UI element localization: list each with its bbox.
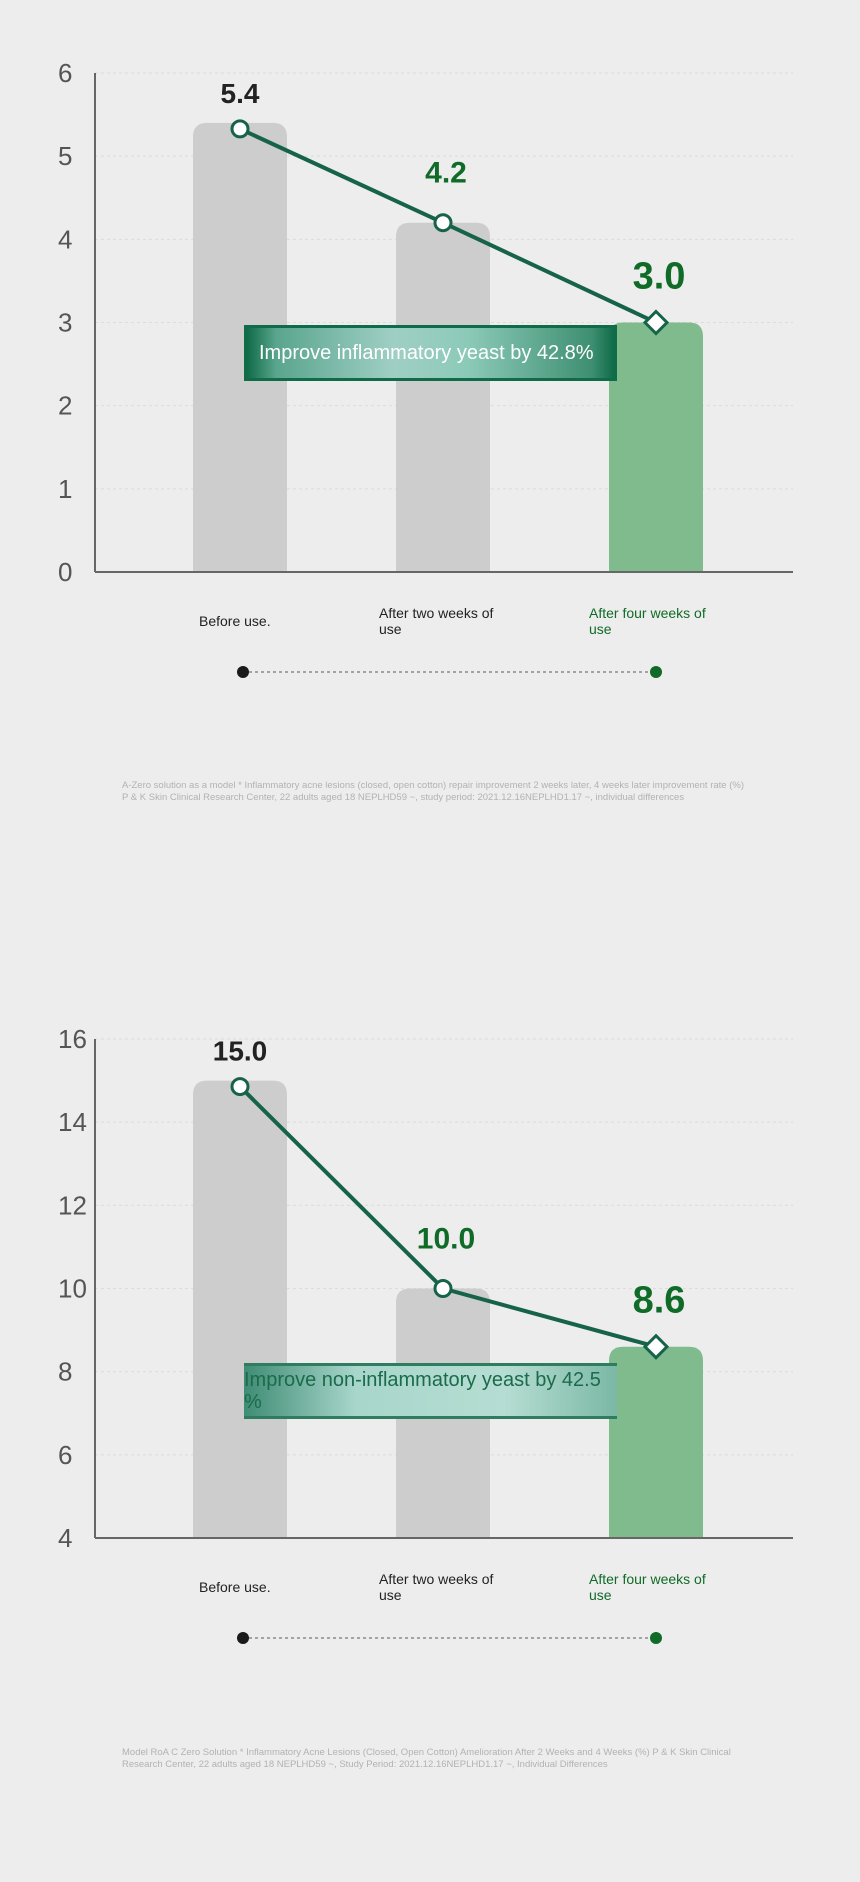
timeline-start-dot (237, 666, 249, 678)
improvement-banner: Improve non-inflammatory yeast by 42.5 % (244, 1363, 617, 1419)
category-label: After two weeks of use (379, 605, 493, 637)
chart-1-svg: 0 1 2 3 4 5 6 5.4 4.2 3.0 Before use. After two wee… (58, 58, 793, 678)
category-label: Before use. (199, 613, 271, 629)
y-tick-label: 16 (58, 1024, 87, 1054)
y-tick-label: 0 (58, 557, 72, 587)
line-point-diamond (642, 1333, 670, 1360)
timeline-end-dot (650, 666, 662, 678)
timeline-end-dot (650, 1632, 662, 1644)
value-label: 10.0 (417, 1223, 475, 1256)
improvement-banner: Improve inflammatory yeast by 42.8% (244, 325, 617, 381)
line-point (230, 1077, 250, 1097)
value-label: 15.0 (213, 1036, 268, 1067)
category-label: After two weeks of use (379, 1571, 493, 1603)
category-label: After four weeks of use (589, 1571, 706, 1603)
study-footnote: A-Zero solution as a model * Inflammator… (122, 780, 744, 803)
y-tick-label: 3 (58, 308, 72, 338)
value-label: 8.6 (633, 1280, 686, 1322)
chart-inflammatory: 0 1 2 3 4 5 6 5.4 4.2 3.0 Before use. After two wee… (0, 0, 860, 820)
y-tick-label: 8 (58, 1357, 72, 1387)
category-label: Before use. (199, 1579, 271, 1595)
y-tick-label: 5 (58, 141, 72, 171)
timeline-start-dot (237, 1632, 249, 1644)
line-point-diamond (642, 309, 670, 336)
value-label: 4.2 (425, 157, 467, 190)
y-tick-label: 6 (58, 1440, 72, 1470)
banner-text: Improve non-inflammatory yeast by 42.5 % (244, 1369, 601, 1413)
bar-2 (396, 222, 490, 572)
chart-non-inflammatory: 4 6 8 10 12 14 16 15.0 10.0 8.6 Before use. After t… (0, 966, 860, 1882)
y-tick-label: 12 (58, 1190, 87, 1220)
line-point (433, 1279, 453, 1298)
value-label: 3.0 (633, 256, 686, 298)
category-label: After four weeks of use (589, 605, 706, 637)
line-point (230, 119, 250, 139)
bar-3 (609, 1346, 703, 1538)
y-tick-label: 1 (58, 474, 72, 504)
y-tick-label: 2 (58, 391, 72, 421)
y-tick-label: 4 (58, 224, 72, 254)
bar-1 (193, 1080, 287, 1538)
y-tick-label: 10 (58, 1274, 87, 1304)
value-label: 5.4 (221, 78, 260, 109)
y-tick-label: 4 (58, 1523, 72, 1553)
chart-2-svg: 4 6 8 10 12 14 16 15.0 10.0 8.6 Before use. After t… (58, 1024, 793, 1644)
study-footnote: Model RoA C Zero Solution * Inflammatory… (122, 1747, 731, 1770)
line-point (433, 213, 453, 233)
bar-3 (609, 322, 703, 572)
y-tick-label: 14 (58, 1107, 87, 1137)
banner-text: Improve inflammatory yeast by 42.8% (259, 341, 594, 364)
bar-1 (193, 122, 287, 573)
y-tick-label: 6 (58, 58, 72, 88)
